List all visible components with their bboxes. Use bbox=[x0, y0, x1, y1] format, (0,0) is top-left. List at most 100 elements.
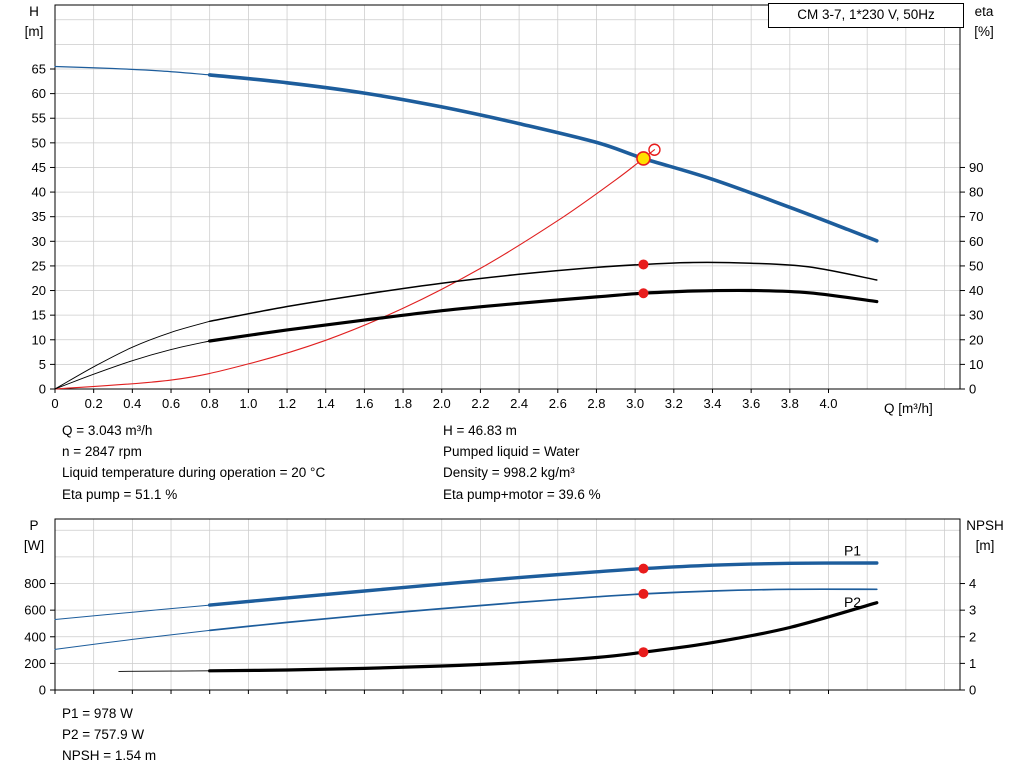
eta-pump-motor-value: Eta pump+motor = 39.6 % bbox=[443, 486, 601, 502]
svg-text:3.6: 3.6 bbox=[742, 396, 760, 411]
markers bbox=[638, 563, 649, 658]
eta-axis-title: eta [%] bbox=[974, 4, 994, 39]
svg-text:2: 2 bbox=[969, 629, 976, 644]
liquid-temperature-value: Liquid temperature during operation = 20… bbox=[62, 465, 326, 481]
svg-text:40: 40 bbox=[969, 283, 983, 298]
power-npsh-chart: 0 200 400 600 800 0 1 2 3 4 P1 P2 bbox=[24, 518, 976, 698]
svg-text:0: 0 bbox=[51, 396, 58, 411]
svg-text:1: 1 bbox=[969, 656, 976, 671]
svg-text:4: 4 bbox=[969, 576, 976, 591]
svg-text:3: 3 bbox=[969, 603, 976, 618]
svg-text:0.4: 0.4 bbox=[123, 396, 141, 411]
svg-text:3.4: 3.4 bbox=[703, 396, 721, 411]
p2-value: P2 = 757.9 W bbox=[62, 727, 145, 743]
axis-ticks bbox=[50, 583, 965, 694]
svg-text:800: 800 bbox=[24, 576, 46, 591]
svg-text:30: 30 bbox=[969, 308, 983, 323]
h-axis-title: H [m] bbox=[24, 4, 44, 39]
svg-text:50: 50 bbox=[32, 135, 46, 150]
q-value: Q = 3.043 m³/h bbox=[62, 423, 153, 438]
svg-text:15: 15 bbox=[32, 308, 46, 323]
svg-text:0.6: 0.6 bbox=[162, 396, 180, 411]
svg-text:45: 45 bbox=[32, 160, 46, 175]
svg-text:2.8: 2.8 bbox=[587, 396, 605, 411]
pump-model-title-box: CM 3-7, 1*230 V, 50Hz bbox=[768, 3, 964, 28]
pumped-liquid-value: Pumped liquid = Water bbox=[443, 444, 580, 460]
svg-text:30: 30 bbox=[32, 234, 46, 249]
svg-text:0.8: 0.8 bbox=[201, 396, 219, 411]
eta-pump-motor-curve bbox=[54, 288, 879, 390]
svg-text:65: 65 bbox=[32, 62, 46, 77]
svg-text:60: 60 bbox=[32, 86, 46, 101]
npsh-value: NPSH = 1.54 m bbox=[62, 748, 157, 764]
svg-text:90: 90 bbox=[969, 160, 983, 175]
svg-text:0: 0 bbox=[969, 382, 976, 397]
svg-text:2.6: 2.6 bbox=[549, 396, 567, 411]
density-value: Density = 998.2 kg/m³ bbox=[443, 465, 575, 481]
svg-text:10: 10 bbox=[32, 332, 46, 347]
p1-point bbox=[638, 563, 649, 574]
svg-text:80: 80 bbox=[969, 185, 983, 200]
svg-text:10: 10 bbox=[969, 357, 983, 372]
hq-curve bbox=[54, 65, 879, 243]
p2-label: P2 bbox=[844, 594, 861, 610]
svg-text:1.8: 1.8 bbox=[394, 396, 412, 411]
duty-point bbox=[636, 151, 651, 166]
svg-text:0.2: 0.2 bbox=[85, 396, 103, 411]
svg-text:35: 35 bbox=[32, 209, 46, 224]
system-curve bbox=[54, 149, 656, 390]
svg-text:2.0: 2.0 bbox=[433, 396, 451, 411]
svg-text:70: 70 bbox=[969, 209, 983, 224]
svg-text:20: 20 bbox=[32, 283, 46, 298]
svg-text:4.0: 4.0 bbox=[819, 396, 837, 411]
eta-pump-motor-point bbox=[638, 288, 649, 299]
plot-border bbox=[54, 518, 961, 691]
q-axis-title: Q [m³/h] bbox=[884, 401, 933, 416]
tick-labels: 0 5 10 15 20 25 30 35 40 45 50 55 60 65 0 10 20 30 40 50 60 7… bbox=[32, 62, 984, 412]
p1-curve bbox=[54, 561, 879, 620]
svg-text:3.0: 3.0 bbox=[626, 396, 644, 411]
operating-info-left: Q = 3.043 m³/h n = 2847 rpm Liquid tempe… bbox=[62, 420, 325, 505]
svg-text:1.2: 1.2 bbox=[278, 396, 296, 411]
svg-text:25: 25 bbox=[32, 258, 46, 273]
svg-text:200: 200 bbox=[24, 656, 46, 671]
npsh-curve bbox=[118, 601, 879, 673]
npsh-axis-title: NPSH [m] bbox=[966, 518, 1004, 553]
svg-text:40: 40 bbox=[32, 185, 46, 200]
p2-point bbox=[638, 588, 649, 599]
svg-text:3.8: 3.8 bbox=[781, 396, 799, 411]
svg-text:0: 0 bbox=[969, 683, 976, 698]
svg-text:1.6: 1.6 bbox=[355, 396, 373, 411]
svg-text:1.4: 1.4 bbox=[317, 396, 335, 411]
eta-pump-point bbox=[638, 259, 649, 270]
svg-text:600: 600 bbox=[24, 603, 46, 618]
svg-text:0: 0 bbox=[39, 683, 46, 698]
svg-text:2.2: 2.2 bbox=[471, 396, 489, 411]
tick-labels: 0 200 400 600 800 0 1 2 3 4 bbox=[24, 576, 976, 697]
eta-pump-value: Eta pump = 51.1 % bbox=[62, 486, 178, 502]
svg-text:20: 20 bbox=[969, 332, 983, 347]
npsh-point bbox=[638, 647, 649, 658]
svg-text:400: 400 bbox=[24, 629, 46, 644]
p2-curve bbox=[54, 588, 878, 650]
grid-lines bbox=[55, 5, 960, 389]
svg-text:1.0: 1.0 bbox=[239, 396, 257, 411]
p-axis-title: P [W] bbox=[23, 518, 45, 553]
svg-text:50: 50 bbox=[969, 258, 983, 273]
axis-ticks bbox=[50, 68, 965, 393]
speed-value: n = 2847 rpm bbox=[62, 444, 142, 460]
svg-text:2.4: 2.4 bbox=[510, 396, 528, 411]
svg-text:60: 60 bbox=[969, 234, 983, 249]
svg-text:5: 5 bbox=[39, 357, 46, 372]
p1-label: P1 bbox=[844, 543, 861, 559]
h-value: H = 46.83 m bbox=[443, 423, 517, 438]
eta-pump-curve bbox=[54, 261, 878, 390]
svg-text:3.2: 3.2 bbox=[665, 396, 683, 411]
svg-text:0: 0 bbox=[39, 382, 46, 397]
operating-info-right: H = 46.83 m Pumped liquid = Water Densit… bbox=[443, 420, 601, 505]
p1-value: P1 = 978 W bbox=[62, 706, 133, 721]
power-info: P1 = 978 W P2 = 757.9 W NPSH = 1.54 m bbox=[62, 703, 156, 767]
plot-border bbox=[54, 4, 961, 390]
svg-text:55: 55 bbox=[32, 111, 46, 126]
